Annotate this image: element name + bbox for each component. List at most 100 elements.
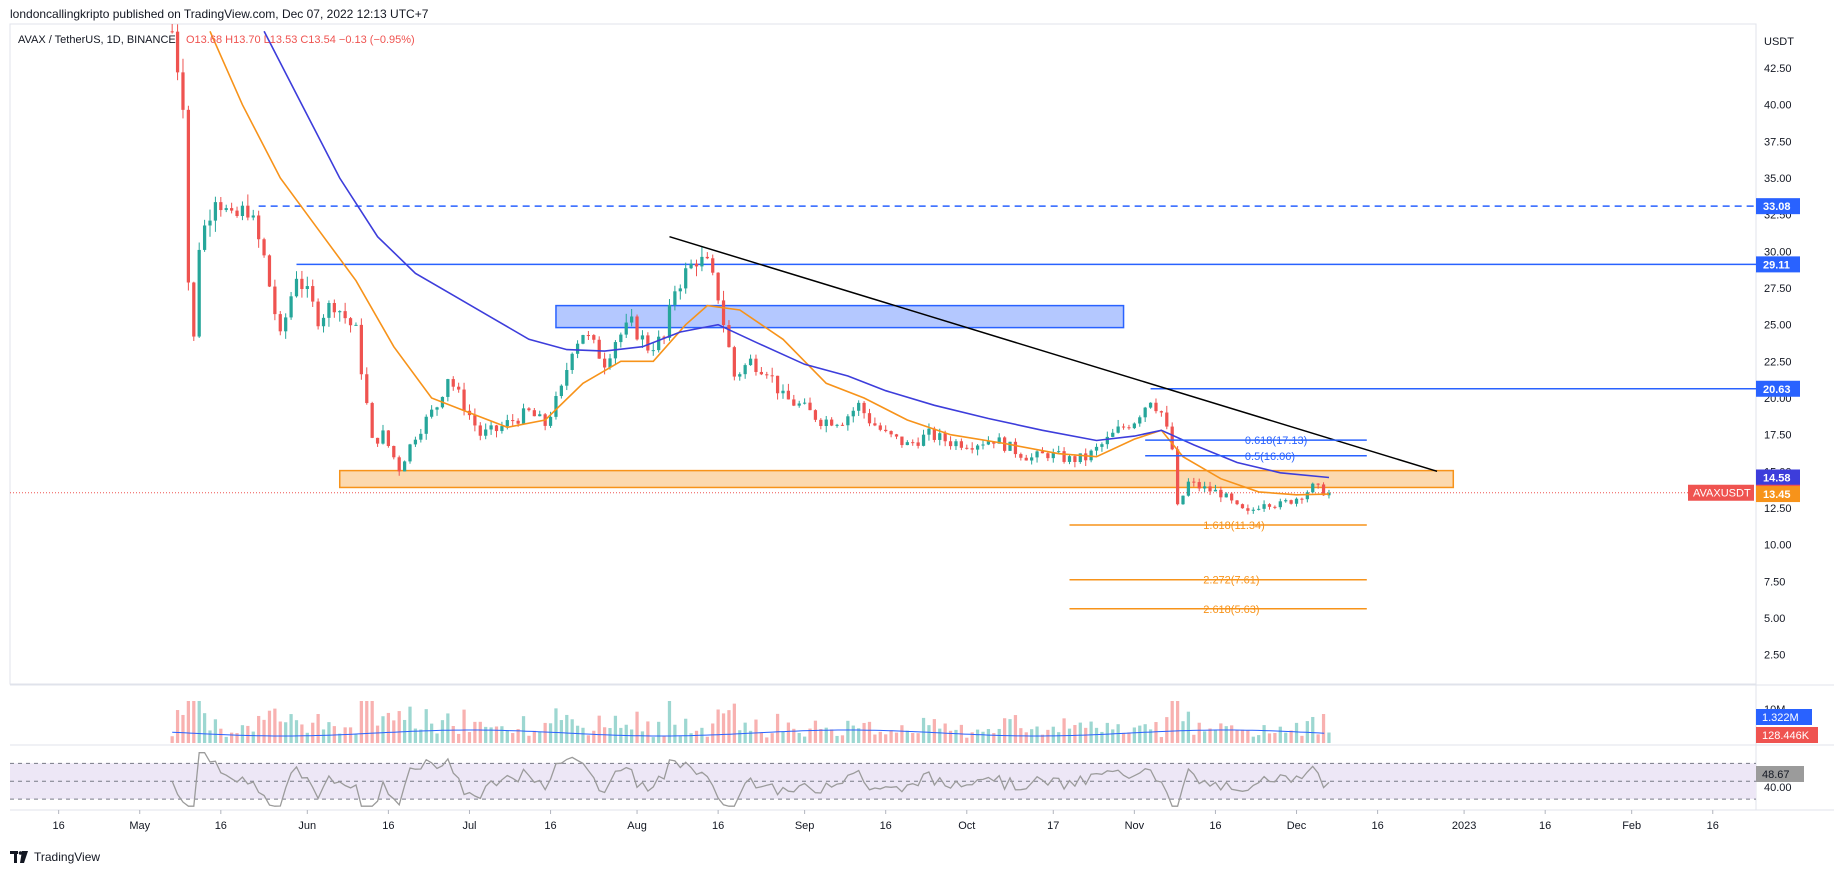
candle-body: [657, 336, 661, 351]
volume-bar: [1024, 732, 1028, 743]
candle-body: [521, 408, 526, 424]
volume-bar: [651, 737, 655, 743]
candle-body: [1100, 444, 1104, 447]
volume-bar: [759, 732, 763, 743]
volume-bars: [170, 701, 1331, 743]
svg-text:128.446K: 128.446K: [1762, 730, 1810, 742]
price-tick-label: 7.50: [1764, 576, 1785, 588]
volume-bar: [375, 725, 380, 743]
volume-bar: [662, 736, 666, 743]
candle-body: [943, 433, 947, 442]
fib-extension[interactable]: 0.618(17.13) 0.5(16.06) 1.618(11.34) 2.272(…: [1069, 435, 1367, 616]
candle-body: [597, 339, 601, 359]
candle-body: [262, 239, 266, 256]
candle-body: [1175, 449, 1180, 505]
candle-body: [1257, 508, 1261, 510]
candle-body: [294, 278, 299, 297]
tradingview-brand[interactable]: TradingView: [10, 850, 100, 864]
price-badge: [1756, 486, 1800, 503]
price-badge: [1756, 256, 1800, 273]
candle-body: [786, 390, 791, 400]
volume-bar: [1138, 725, 1142, 743]
volume-bar: [846, 720, 850, 743]
volume-bar: [932, 719, 936, 743]
volume-bar: [559, 720, 563, 743]
candle-body: [1154, 402, 1158, 412]
candle-body: [484, 429, 488, 436]
volume-bar: [1105, 722, 1109, 743]
volume-bar: [1062, 718, 1066, 743]
candle-body: [1008, 441, 1012, 451]
time-axis-ticks: 16 May 16 Jun 16 Jul 16 Aug 16 Sep 16 Oct 17 Nov 16 Dec…: [53, 810, 1719, 832]
candle-body: [970, 448, 974, 450]
candle-body: [516, 420, 520, 424]
trendline[interactable]: [669, 235, 1438, 473]
volume-bar: [965, 737, 969, 743]
time-tick-label: Sep: [795, 820, 815, 832]
price-tick-label: 40.00: [1764, 100, 1792, 112]
candle-body: [419, 433, 423, 440]
volume-bar: [505, 730, 509, 743]
volume-bar: [284, 722, 288, 743]
candle-body: [321, 317, 326, 327]
price-badge-label: 33.08: [1763, 201, 1791, 213]
candle-body: [711, 258, 715, 273]
volume-bar: [1035, 726, 1039, 743]
candle-body: [1230, 493, 1234, 501]
volume-bar: [1197, 722, 1201, 743]
candle-body: [1051, 452, 1055, 459]
volume-bar: [240, 725, 245, 743]
time-tick-label: Nov: [1125, 820, 1145, 832]
volume-bar: [862, 722, 866, 743]
candle-body: [451, 379, 455, 387]
candle-body: [246, 205, 250, 218]
candle-body: [1035, 451, 1039, 458]
volume-bar: [851, 725, 855, 743]
candle-body: [824, 419, 828, 427]
candle-body: [700, 256, 704, 267]
candle-body: [1311, 483, 1315, 493]
volume-bar: [462, 709, 466, 743]
candle-body: [732, 347, 736, 377]
price-badge-label: 13.45: [1763, 489, 1791, 501]
volume-bar: [684, 718, 688, 743]
candle-body: [1116, 426, 1120, 433]
volume-bar: [667, 701, 672, 743]
time-tick-label: Feb: [1622, 820, 1641, 832]
volume-bar: [1159, 737, 1164, 743]
candle-body: [375, 437, 380, 444]
volume-bar: [467, 732, 472, 743]
volume-bar: [716, 709, 720, 743]
volume-bar: [500, 726, 504, 743]
candle-body: [408, 444, 412, 462]
candle-body: [1013, 441, 1018, 455]
volume-bar: [1294, 722, 1299, 743]
volume-bar: [765, 737, 769, 743]
volume-bar: [894, 732, 899, 743]
candle-body: [300, 278, 304, 290]
volume-bar: [873, 734, 877, 743]
support-zone: [338, 469, 1455, 489]
volume-bar: [770, 733, 774, 743]
volume-bar: [927, 725, 931, 743]
volume-bar: [181, 714, 185, 743]
time-tick-label: 16: [1707, 820, 1719, 832]
candle-body: [538, 414, 542, 417]
time-tick-label: May: [129, 820, 150, 832]
svg-text:1.322M: 1.322M: [1762, 712, 1799, 724]
time-tick-label: Aug: [627, 820, 647, 832]
time-tick-label: 16: [712, 820, 724, 832]
volume-bar: [911, 732, 915, 743]
volume-bar: [592, 730, 596, 743]
volume-bar: [300, 724, 304, 743]
candle-body: [1040, 451, 1045, 454]
volume-bar: [992, 733, 996, 743]
price-tick-label: 37.50: [1764, 136, 1792, 148]
volume-bar: [1257, 735, 1261, 743]
candle-body: [867, 413, 872, 424]
volume-bar: [586, 735, 591, 743]
volume-bar: [1284, 732, 1288, 743]
candle-body: [527, 408, 531, 411]
volume-bar: [1057, 732, 1061, 743]
